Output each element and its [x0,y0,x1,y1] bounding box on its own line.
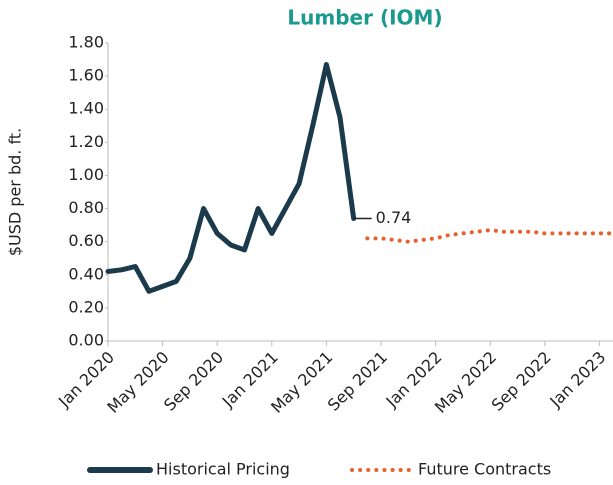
y-tick-label: 1.20 [68,132,104,151]
y-tick-label: 1.80 [68,33,104,52]
y-tick-label: 1.00 [68,165,104,184]
data-label: 0.74 [376,208,412,227]
y-tick-label: 0.80 [68,198,104,217]
x-tick-label: Sep 2020 [160,348,227,415]
x-tick-label: Sep 2022 [488,348,555,415]
y-tick-label: 0.20 [68,297,104,316]
line-series [365,228,613,244]
y-tick-label: 0.00 [68,331,104,350]
x-tick-label: Jan 2023 [545,348,609,412]
legend-label: Future Contracts [418,460,551,479]
y-tick-label: 1.60 [68,66,104,85]
y-axis-label: $USD per bd. ft. [6,128,25,256]
y-tick-label: 0.60 [68,231,104,250]
y-tick-label: 0.40 [68,264,104,283]
y-tick-label: 1.40 [68,99,104,118]
legend-label: Historical Pricing [156,460,290,479]
x-tick-label: Sep 2021 [324,348,391,415]
line-series [105,62,357,294]
chart-title: Lumber (IOM) [287,6,442,30]
